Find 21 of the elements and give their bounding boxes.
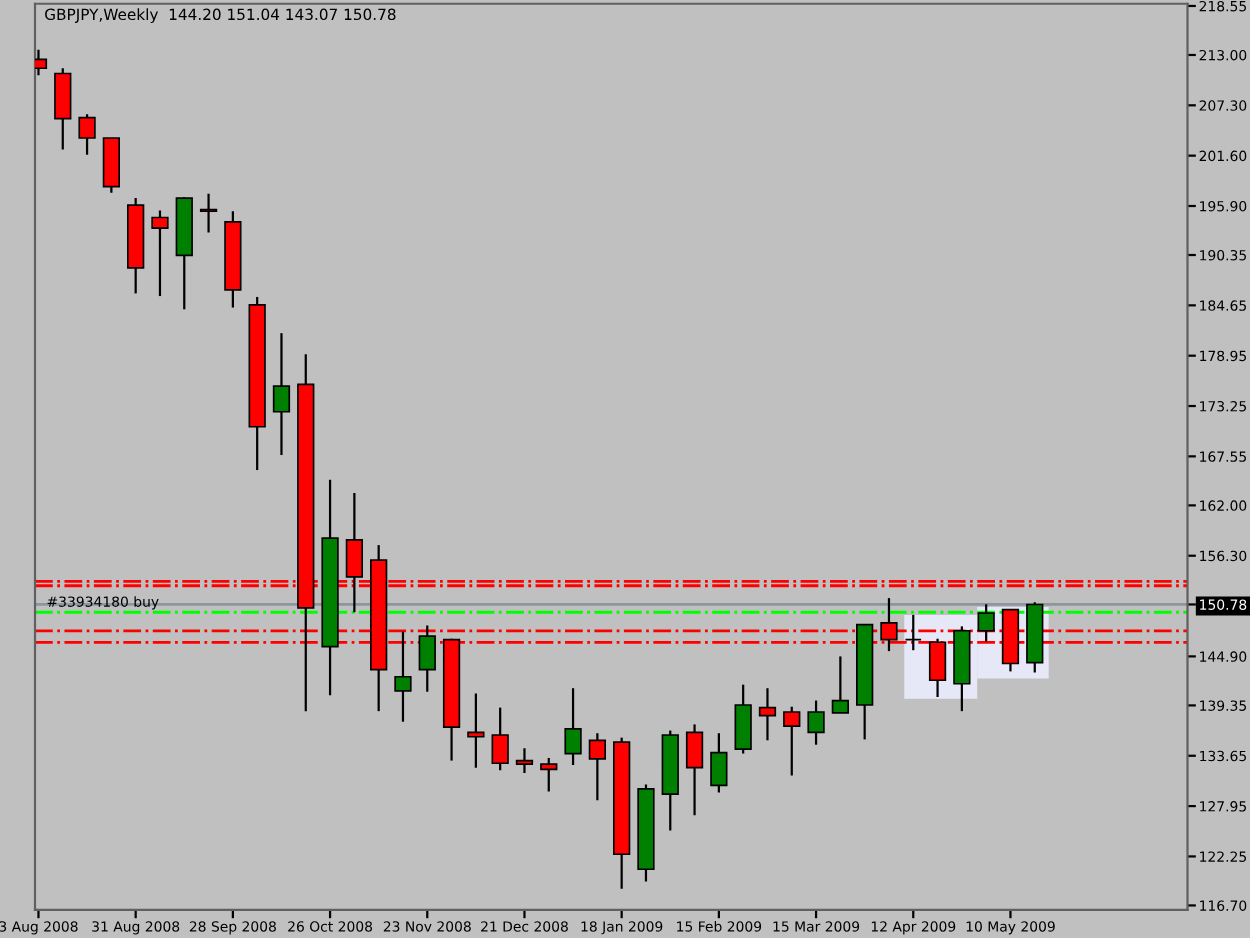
candlestick	[467, 692, 485, 769]
candlestick	[151, 209, 169, 298]
candlestick	[758, 687, 777, 742]
candlestick	[588, 732, 607, 802]
candlestick	[807, 699, 825, 746]
candlestick	[710, 732, 728, 794]
candlestick	[515, 747, 534, 775]
candlestick	[977, 603, 995, 643]
candlestick	[831, 655, 850, 715]
candlestick	[78, 113, 96, 156]
candlestick	[783, 705, 801, 777]
candlestick	[734, 683, 752, 755]
candlestick	[540, 756, 558, 793]
candlestick	[272, 332, 291, 457]
candlestick	[394, 630, 412, 723]
candlestick	[685, 723, 704, 817]
candlestick	[54, 67, 72, 151]
candlestick	[418, 624, 436, 693]
candlestick	[491, 706, 509, 772]
candlestick	[904, 613, 922, 652]
candlestick	[564, 687, 582, 767]
